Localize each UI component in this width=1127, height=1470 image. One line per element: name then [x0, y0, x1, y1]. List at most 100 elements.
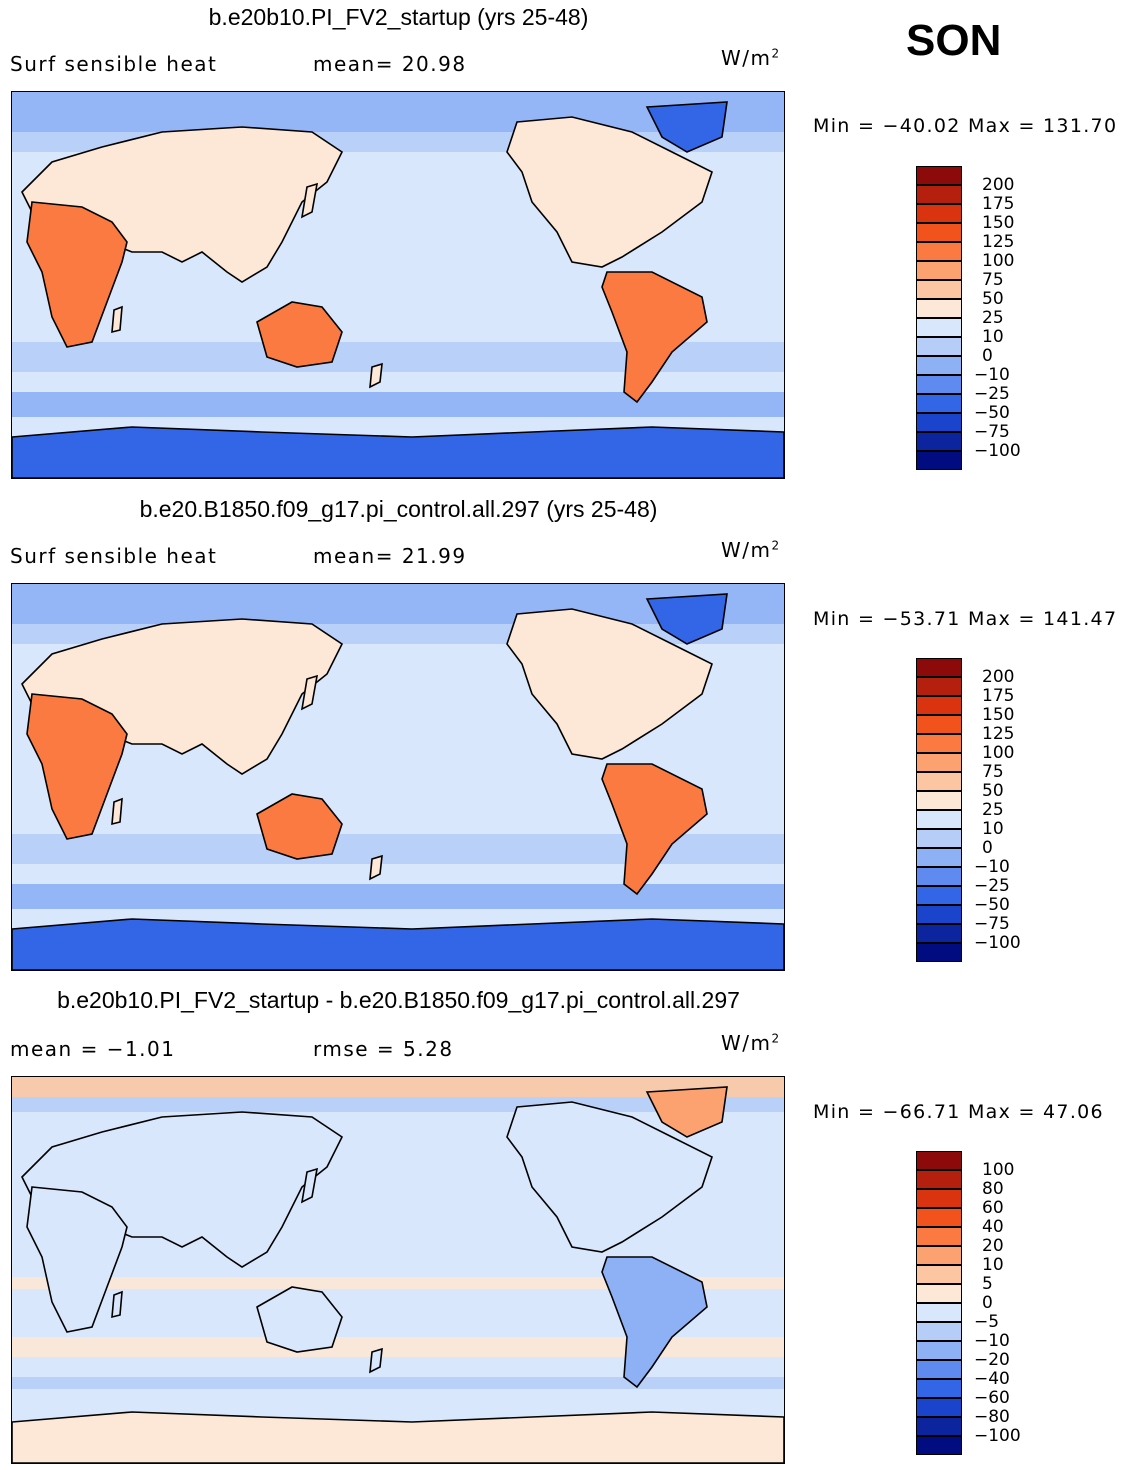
colorbar-tick-label: 5	[982, 1274, 993, 1294]
new-zealand-landmass	[369, 854, 383, 881]
map-plot	[11, 583, 785, 971]
madagascar-landmass	[111, 305, 123, 334]
rmse-label: rmse = 5.28	[313, 1037, 454, 1061]
colorbar-swatch	[916, 432, 962, 451]
colorbar-swatch	[916, 413, 962, 432]
colorbar-swatch	[916, 394, 962, 413]
colorbar-swatch	[916, 318, 962, 337]
madagascar-landmass	[111, 1290, 123, 1319]
colorbar-tick-label: −50	[974, 895, 1010, 915]
colorbar-swatch	[916, 1341, 962, 1360]
world-map	[12, 1077, 784, 1463]
panel-title: b.e20.B1850.f09_g17.pi_control.all.297 (…	[139, 496, 658, 522]
colorbar-swatch	[916, 753, 962, 772]
antarctica-landmass	[12, 1411, 784, 1463]
antarctica-landmass	[12, 918, 784, 970]
colorbar-tick-label: −25	[974, 384, 1010, 404]
south-america-landmass	[601, 763, 708, 896]
colorbar-tick-label: −40	[974, 1369, 1010, 1389]
colorbar-swatch	[916, 299, 962, 318]
zonal-band	[12, 1377, 784, 1389]
colorbar-tick-label: 0	[982, 838, 993, 858]
min-max-label: Min = −66.71 Max = 47.06	[813, 1101, 1104, 1123]
colorbar-swatch	[916, 1436, 962, 1455]
mean-label: mean= 21.99	[313, 544, 467, 568]
colorbar-tick-label: 200	[982, 175, 1015, 195]
colorbar-swatch	[916, 715, 962, 734]
colorbar-swatch	[916, 905, 962, 924]
colorbar-tick-label: 175	[982, 686, 1015, 706]
colorbar-tick-label: 60	[982, 1198, 1004, 1218]
colorbar-swatch	[916, 1284, 962, 1303]
north-america-landmass	[506, 1101, 713, 1253]
colorbar-tick-label: 10	[982, 327, 1004, 347]
colorbar-swatch	[916, 1303, 962, 1322]
colorbar-tick-label: 10	[982, 1255, 1004, 1275]
madagascar-landmass	[111, 797, 123, 826]
antarctica-landmass	[12, 426, 784, 478]
japan-landmass	[300, 674, 319, 711]
colorbar-tick-label: −100	[974, 441, 1021, 461]
colorbar-tick-label: 75	[982, 270, 1004, 290]
colorbar-swatch	[916, 337, 962, 356]
variable-label: Surf sensible heat	[10, 52, 218, 76]
colorbar-swatch	[916, 185, 962, 204]
africa-landmass	[26, 693, 128, 840]
colorbar-swatch	[916, 829, 962, 848]
colorbar-swatch	[916, 242, 962, 261]
north-america-landmass	[506, 608, 713, 760]
japan-landmass	[300, 1167, 319, 1204]
colorbar-tick-label: −20	[974, 1350, 1010, 1370]
world-map	[12, 584, 784, 970]
min-max-label: Min = −53.71 Max = 141.47	[813, 608, 1118, 630]
colorbar-swatch	[916, 1208, 962, 1227]
colorbar-tick-label: 50	[982, 289, 1004, 309]
colorbar-tick-label: −5	[974, 1312, 1000, 1332]
colorbar-tick-label: 125	[982, 232, 1015, 252]
colorbar-swatch	[916, 677, 962, 696]
australia-landmass	[256, 301, 343, 368]
colorbar-tick-label: 0	[982, 346, 993, 366]
colorbar-tick-label: 80	[982, 1179, 1004, 1199]
colorbar-swatch	[916, 1360, 962, 1379]
colorbar-swatch	[916, 1227, 962, 1246]
colorbar-tick-label: −75	[974, 914, 1010, 934]
colorbar-tick-label: 150	[982, 213, 1015, 233]
units-label: W/m2	[721, 46, 781, 70]
colorbar-tick-label: 75	[982, 762, 1004, 782]
colorbar-tick-label: −25	[974, 876, 1010, 896]
map-plot	[11, 91, 785, 479]
colorbar-swatch	[916, 451, 962, 470]
variable-label: Surf sensible heat	[10, 544, 218, 568]
south-america-landmass	[601, 1256, 708, 1389]
colorbar-swatch	[916, 356, 962, 375]
colorbar-tick-label: 100	[982, 743, 1015, 763]
north-america-landmass	[506, 116, 713, 268]
colorbar-tick-label: 10	[982, 819, 1004, 839]
colorbar-tick-label: 175	[982, 194, 1015, 214]
colorbar-swatch	[916, 1189, 962, 1208]
colorbar-swatch	[916, 204, 962, 223]
map-plot	[11, 1076, 785, 1464]
south-america-landmass	[601, 271, 708, 404]
australia-landmass	[256, 793, 343, 860]
colorbar-tick-label: −100	[974, 933, 1021, 953]
colorbar-tick-label: −50	[974, 403, 1010, 423]
colorbar-swatch	[916, 223, 962, 242]
colorbar-tick-label: 100	[982, 251, 1015, 271]
colorbar-tick-label: 0	[982, 1293, 993, 1313]
colorbar-tick-label: 200	[982, 667, 1015, 687]
zonal-band	[12, 1277, 784, 1289]
colorbar-swatch	[916, 1170, 962, 1189]
australia-landmass	[256, 1286, 343, 1353]
colorbar-swatch	[916, 734, 962, 753]
panel-title: b.e20b10.PI_FV2_startup (yrs 25-48)	[208, 4, 589, 30]
new-zealand-landmass	[369, 1347, 383, 1374]
colorbar-swatch	[916, 1151, 962, 1170]
colorbar-swatch	[916, 166, 962, 185]
colorbar-swatch	[916, 280, 962, 299]
zonal-band	[12, 1337, 784, 1357]
zonal-band	[12, 392, 784, 417]
colorbar-swatch	[916, 772, 962, 791]
colorbar-tick-label: 125	[982, 724, 1015, 744]
